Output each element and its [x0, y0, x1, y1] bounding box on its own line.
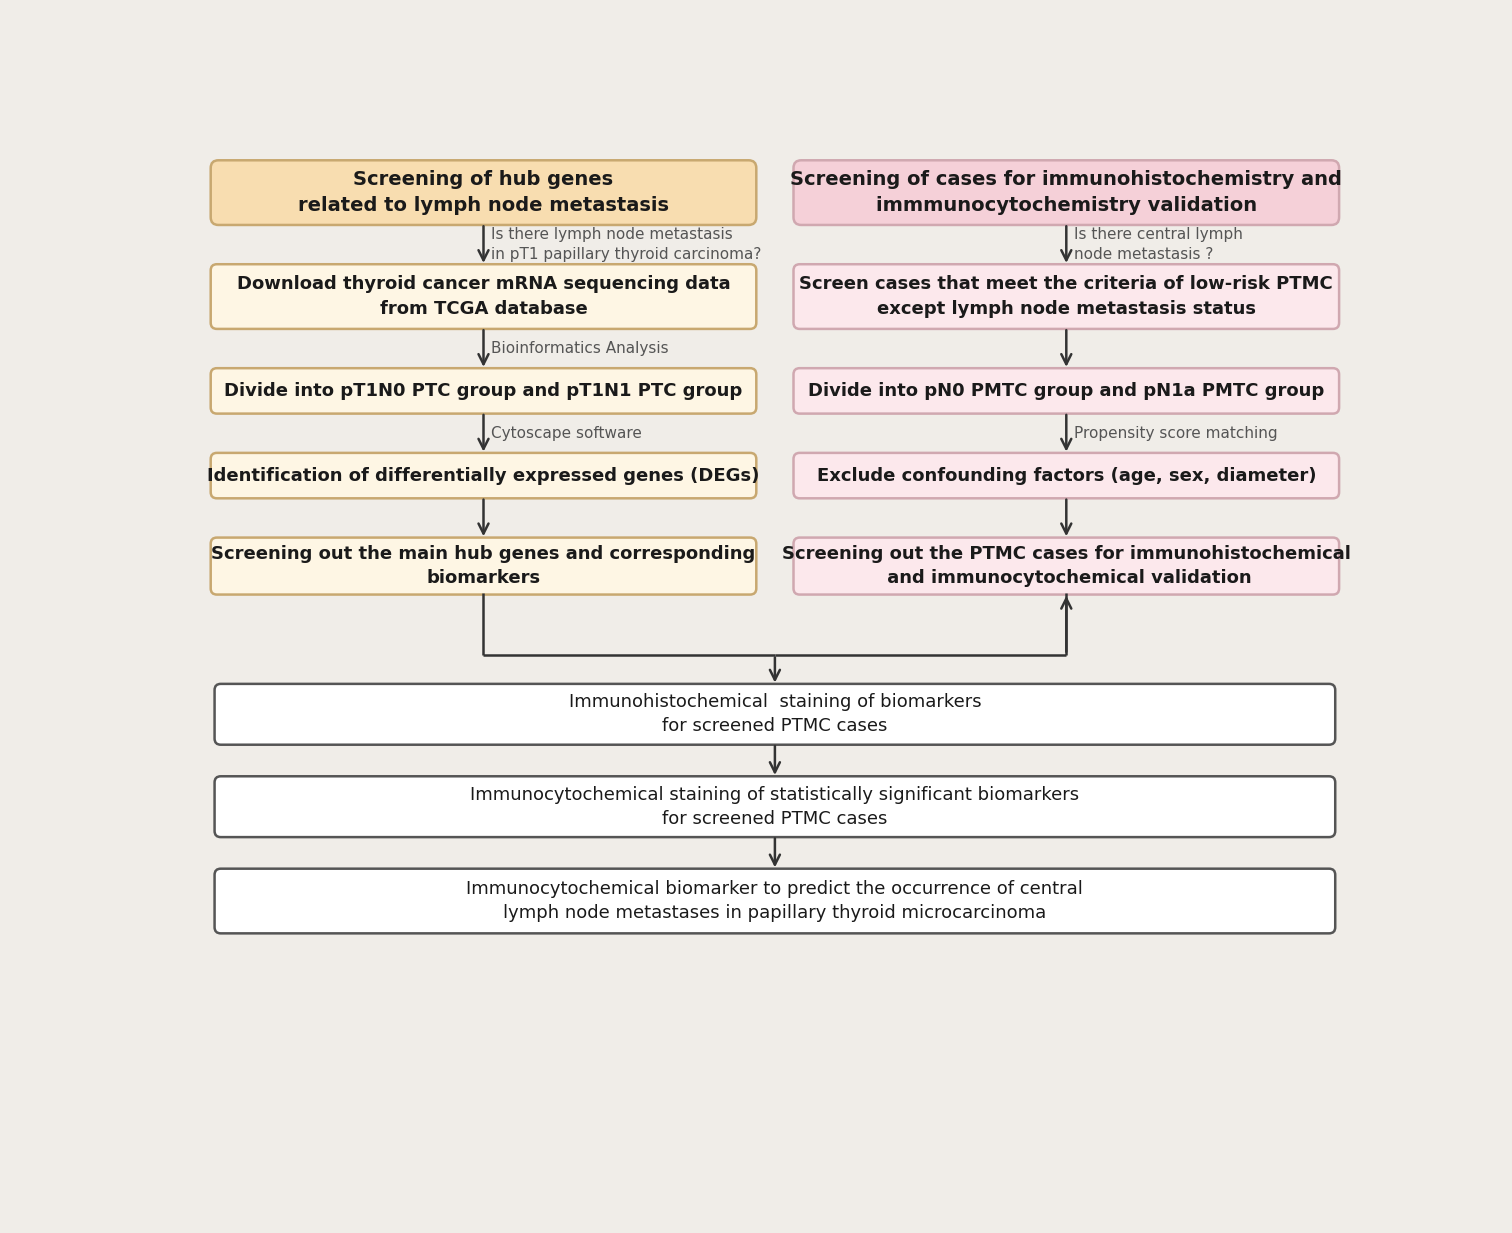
FancyBboxPatch shape	[210, 538, 756, 594]
FancyBboxPatch shape	[215, 869, 1335, 933]
FancyBboxPatch shape	[794, 538, 1340, 594]
Text: Screening of cases for immunohistochemistry and
immmunocytochemistry validation: Screening of cases for immunohistochemis…	[791, 170, 1343, 215]
FancyBboxPatch shape	[215, 777, 1335, 837]
Text: Is there lymph node metastasis
in pT1 papillary thyroid carcinoma?: Is there lymph node metastasis in pT1 pa…	[491, 227, 762, 261]
FancyBboxPatch shape	[794, 264, 1340, 329]
Text: Immunohistochemical  staining of biomarkers
for screened PTMC cases: Immunohistochemical staining of biomarke…	[569, 693, 981, 735]
Text: Divide into pT1N0 PTC group and pT1N1 PTC group: Divide into pT1N0 PTC group and pT1N1 PT…	[224, 382, 742, 399]
FancyBboxPatch shape	[210, 453, 756, 498]
FancyBboxPatch shape	[210, 160, 756, 224]
Text: Download thyroid cancer mRNA sequencing data
from TCGA database: Download thyroid cancer mRNA sequencing …	[237, 275, 730, 318]
Text: Immunocytochemical staining of statistically significant biomarkers
for screened: Immunocytochemical staining of statistic…	[470, 785, 1080, 827]
Text: Immunocytochemical biomarker to predict the occurrence of central
lymph node met: Immunocytochemical biomarker to predict …	[467, 880, 1083, 922]
Text: Identification of differentially expressed genes (DEGs): Identification of differentially express…	[207, 466, 759, 485]
FancyBboxPatch shape	[794, 160, 1340, 224]
Text: Exclude confounding factors (age, sex, diameter): Exclude confounding factors (age, sex, d…	[816, 466, 1315, 485]
FancyBboxPatch shape	[794, 453, 1340, 498]
Text: Screening out the PTMC cases for immunohistochemical
 and immunocytochemical val: Screening out the PTMC cases for immunoh…	[782, 545, 1350, 587]
FancyBboxPatch shape	[210, 264, 756, 329]
Text: Screen cases that meet the criteria of low-risk PTMC
except lymph node metastasi: Screen cases that meet the criteria of l…	[800, 275, 1334, 318]
FancyBboxPatch shape	[215, 684, 1335, 745]
Text: Screening of hub genes
related to lymph node metastasis: Screening of hub genes related to lymph …	[298, 170, 668, 215]
FancyBboxPatch shape	[794, 369, 1340, 413]
Text: Divide into pN0 PMTC group and pN1a PMTC group: Divide into pN0 PMTC group and pN1a PMTC…	[809, 382, 1325, 399]
Text: Cytoscape software: Cytoscape software	[491, 425, 643, 440]
Text: Is there central lymph
node metastasis ?: Is there central lymph node metastasis ?	[1074, 227, 1243, 261]
Text: Bioinformatics Analysis: Bioinformatics Analysis	[491, 342, 668, 356]
Text: Propensity score matching: Propensity score matching	[1074, 425, 1278, 440]
FancyBboxPatch shape	[210, 369, 756, 413]
Text: Screening out the main hub genes and corresponding
biomarkers: Screening out the main hub genes and cor…	[212, 545, 756, 587]
